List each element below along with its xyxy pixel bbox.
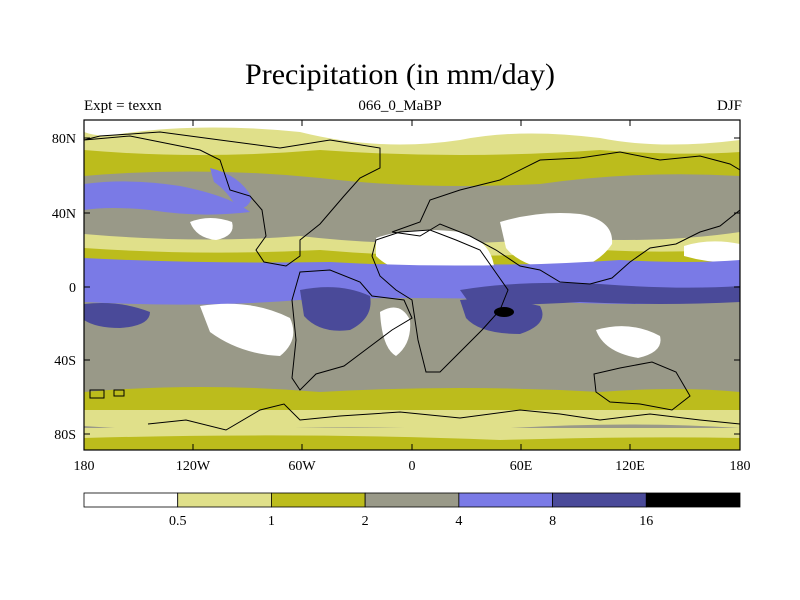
band-itcz-navy	[460, 282, 740, 305]
band-atlantic-storm	[210, 168, 252, 208]
band-southern-olive	[84, 387, 740, 410]
lat-label: 80S	[54, 428, 76, 443]
band-antarctic-olive	[84, 435, 740, 450]
band-amazon-navy	[300, 287, 371, 331]
precip-field	[84, 120, 740, 450]
band-pacific-storm	[84, 181, 250, 215]
time-label: 066_0_MaBP	[358, 98, 442, 114]
coast-africa	[371, 229, 509, 373]
band-southern-light	[84, 410, 740, 432]
lon-label: 0	[409, 459, 416, 474]
band-mexico-dry	[190, 218, 233, 240]
band-peak-black	[494, 307, 514, 317]
colorbar-label: 1	[268, 514, 275, 529]
coast-north-america	[84, 131, 381, 267]
lat-label: 0	[69, 281, 76, 296]
coast-south-america	[291, 269, 413, 391]
coast-antarctic-islet	[113, 389, 125, 397]
lon-label: 120W	[176, 459, 211, 474]
lat-label: 40S	[54, 354, 76, 369]
colorbar: 0.5 1 2 4 8 16	[83, 492, 741, 529]
colorbar-label: 8	[549, 514, 556, 529]
band-pacific-dry	[684, 241, 740, 263]
colorbar-label: 4	[455, 514, 462, 529]
lon-label: 180	[730, 459, 751, 474]
experiment-label: Expt = texxn	[84, 98, 162, 114]
season-label: DJF	[716, 98, 742, 114]
lon-label: 60E	[510, 459, 533, 474]
colorbar-swatch	[83, 492, 179, 508]
band-indian-south-dry	[596, 326, 661, 358]
colorbar-swatch	[645, 492, 741, 508]
colorbar-label: 16	[639, 514, 653, 529]
colorbar-swatch	[271, 492, 366, 508]
band-north-olive	[84, 150, 740, 186]
coast-eurasia	[391, 151, 740, 285]
axes: 80N 40N 0 40S 80S 180 120W 60W 0 60E 120E 180	[52, 120, 751, 474]
band-pacific-navy	[84, 303, 150, 328]
lon-label: 60W	[288, 459, 316, 474]
band-se-pacific-dry	[200, 303, 294, 356]
colorbar-label: 0.5	[169, 514, 187, 529]
colorbar-swatch	[458, 492, 553, 508]
coast-australia	[593, 361, 691, 411]
coastlines	[84, 131, 740, 431]
band-arctic-dry	[84, 120, 740, 145]
lon-label: 180	[74, 459, 95, 474]
colorbar-swatch	[364, 492, 460, 508]
lat-label: 80N	[52, 132, 76, 147]
colorbar-label: 2	[362, 514, 369, 529]
lon-label: 120E	[615, 459, 645, 474]
coast-antarctic-island	[89, 389, 105, 399]
band-atlantic-south-dry	[380, 307, 411, 356]
band-arabia-dry	[500, 213, 613, 272]
map-title: Precipitation (in mm/day)	[245, 58, 555, 91]
colorbar-swatch	[177, 492, 272, 508]
coast-antarctica	[147, 403, 740, 431]
colorbar-swatch	[552, 492, 647, 508]
lat-label: 40N	[52, 207, 76, 222]
